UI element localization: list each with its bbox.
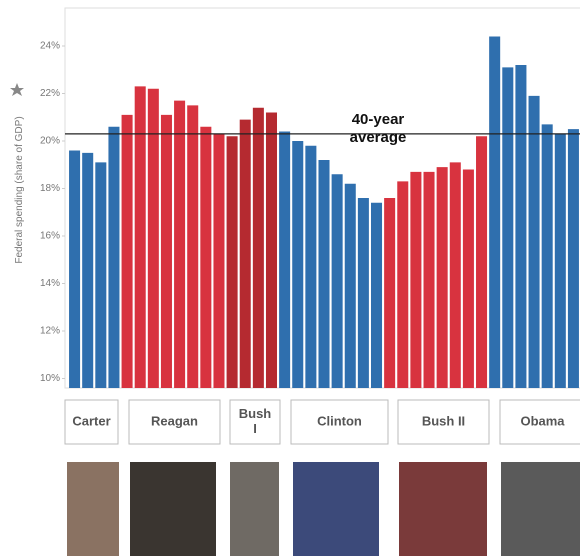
bar	[187, 105, 199, 388]
president-label: I	[253, 421, 257, 436]
annotation: average	[350, 129, 407, 146]
y-tick-label: 14%	[40, 278, 60, 289]
y-tick-label: 24%	[40, 41, 60, 52]
bar	[134, 86, 146, 388]
bar	[147, 88, 159, 388]
bar	[69, 150, 81, 388]
president-label: Bush	[239, 406, 272, 421]
bar	[554, 133, 566, 388]
bar	[213, 133, 225, 388]
bar	[331, 174, 343, 388]
label-box	[499, 399, 580, 445]
y-tick-label: 18%	[40, 183, 60, 194]
label-box	[128, 399, 221, 445]
bar	[265, 112, 278, 388]
bar	[239, 119, 251, 388]
president-label: Carter	[72, 413, 110, 428]
bar	[423, 171, 435, 388]
bar	[174, 100, 186, 388]
bar	[357, 198, 369, 388]
photo	[67, 462, 119, 556]
bar	[318, 160, 330, 388]
photo	[130, 462, 216, 556]
y-tick-label: 20%	[40, 136, 60, 147]
bar	[305, 145, 317, 388]
bar	[279, 131, 291, 388]
president-label: Clinton	[317, 413, 362, 428]
bar	[384, 198, 396, 388]
bar	[462, 169, 474, 388]
bar	[344, 183, 356, 388]
bar	[489, 36, 501, 388]
label-box	[397, 399, 490, 445]
y-axis-title: Federal spending (share of GDP)	[14, 116, 25, 263]
bar	[200, 126, 212, 388]
bar	[95, 162, 107, 388]
y-tick-label: 12%	[40, 326, 60, 337]
photo	[293, 462, 379, 556]
photos	[67, 462, 580, 556]
bar	[82, 152, 94, 388]
annotation: 40-year	[352, 111, 405, 128]
photo	[399, 462, 487, 556]
bar	[108, 126, 120, 388]
bar	[252, 107, 264, 388]
bar	[436, 167, 448, 388]
label-box	[229, 399, 281, 445]
bar	[567, 129, 579, 388]
bar	[370, 202, 383, 388]
bar	[397, 181, 409, 388]
photo	[230, 462, 279, 556]
bar	[541, 124, 553, 388]
bar	[515, 65, 527, 388]
y-tick-label: 16%	[40, 231, 60, 242]
label-box	[64, 399, 119, 445]
photo	[501, 462, 580, 556]
pin-icon	[10, 83, 24, 96]
president-label: Obama	[520, 413, 565, 428]
president-label: Bush II	[422, 413, 465, 428]
bar	[121, 114, 133, 388]
y-tick-label: 10%	[40, 373, 60, 384]
bar	[160, 114, 172, 388]
bar	[476, 136, 488, 388]
bar	[292, 141, 304, 388]
bar	[502, 67, 514, 388]
bar	[226, 136, 238, 388]
bar	[410, 171, 422, 388]
label-box	[290, 399, 389, 445]
bar	[528, 95, 540, 388]
bar	[449, 162, 461, 388]
president-label: Reagan	[151, 413, 198, 428]
y-tick-label: 22%	[40, 88, 60, 99]
